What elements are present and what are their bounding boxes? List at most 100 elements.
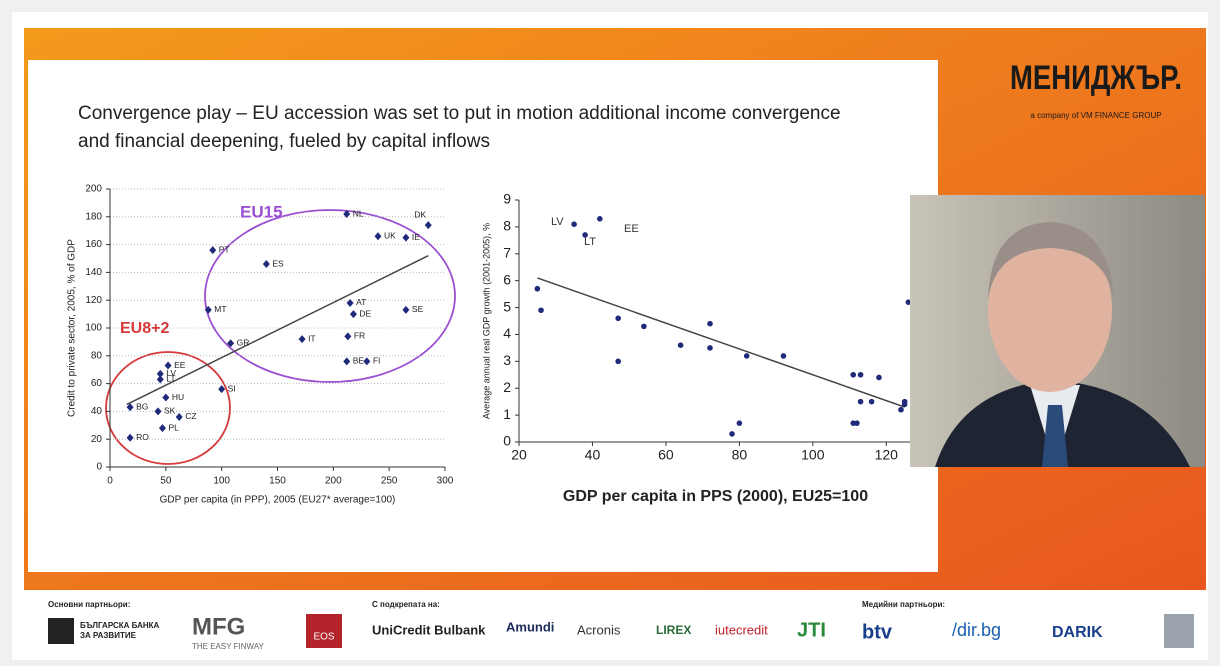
y-tick-label: 200 [85,184,102,195]
point-label: UK [384,231,396,241]
y-tick-label: 1 [503,406,511,422]
x-axis-label: GDP per capita (in PPP), 2005 (EU27* ave… [160,495,396,506]
point-label: CZ [185,411,196,421]
annotation: LT [584,236,596,248]
point [538,307,544,313]
point-label: NL [353,208,364,218]
slide-title: Convergence play – EU accession was set … [78,103,841,124]
footer-label: Основни партньори: [48,600,130,609]
partner-logo: ЗА РАЗВИТИЕ [80,631,137,640]
annotation: EE [624,223,639,235]
point [535,286,541,292]
partner-logo: JTI [797,619,826,641]
y-tick-label: 40 [91,406,103,417]
annotation: EU15 [240,202,283,221]
point-label: BE [353,356,365,366]
y-tick-label: 4 [503,325,511,341]
x-tick-label: 20 [511,447,527,463]
point-label: ES [272,258,284,268]
media-icon [1164,614,1194,648]
point-label: HU [172,392,184,402]
x-tick-label: 100 [801,447,825,463]
x-tick-label: 60 [658,447,674,463]
footer: Основни партньори: С подкрепата на: Меди… [12,592,1208,660]
x-tick-label: 250 [381,476,398,487]
slide-title: and financial deepening, fueled by capit… [78,131,490,152]
x-tick-label: 150 [269,476,286,487]
y-tick-label: 8 [503,218,511,234]
partner-logo: UniCredit Bulbank [372,622,486,637]
point [898,407,904,413]
y-tick-label: 140 [85,267,102,278]
point [858,372,864,378]
page: МЕНИДЖЪР. a company of VM FINANCE GROUP … [0,0,1220,666]
y-tick-label: 2 [503,379,511,395]
y-tick-label: 80 [91,350,103,361]
brand-logo: МЕНИДЖЪР. [1010,59,1182,97]
point-label: FR [354,331,365,341]
point [858,399,864,405]
screen: МЕНИДЖЪР. a company of VM FINANCE GROUP … [0,0,1220,666]
point [902,399,908,405]
y-tick-label: 180 [85,211,102,222]
point-label: LT [166,374,175,384]
y-tick-label: 6 [503,271,511,287]
point [571,221,577,227]
point-label: SI [228,383,236,393]
partner-logo: /dir.bg [952,620,1001,640]
y-tick-label: 0 [503,433,511,449]
point [678,342,684,348]
point [876,375,882,381]
y-tick-label: 20 [91,434,103,445]
x-axis-label: GDP per capita in PPS (2000), EU25=100 [563,488,868,505]
point-label: PL [168,422,179,432]
point-label: IE [412,232,420,242]
point [707,345,713,351]
y-axis-label: Credit to private sector, 2005, % of GDP [67,239,78,417]
brand-subtitle: a company of VM FINANCE GROUP [1030,111,1161,120]
y-tick-label: 5 [503,298,511,314]
point-label: AT [356,297,366,307]
point-label: DK [414,209,426,219]
partner-logo: Amundi [506,619,554,634]
point [615,359,621,365]
partner-logo: EOS [313,632,334,643]
partner-logo: Acronis [577,622,621,637]
partner-logo: DARIK [1052,624,1103,641]
x-tick-label: 50 [160,476,172,487]
partner-logo: MFG [192,613,245,640]
point-label: SK [164,406,176,416]
partner-logo: btv [862,621,893,643]
point [597,216,603,222]
point-label: IT [308,333,316,343]
y-tick-label: 100 [85,323,102,334]
x-tick-label: 40 [585,447,601,463]
partner-logo: БЪЛГАРСКА БАНКА [80,621,160,630]
webcam [910,195,1205,467]
y-tick-label: 120 [85,295,102,306]
point [615,316,621,322]
y-tick-label: 60 [91,378,103,389]
y-tick-label: 160 [85,239,102,250]
point-label: DE [359,308,371,318]
point-label: SE [412,304,424,314]
partner-logo: iutecredit [715,622,768,637]
point [850,372,856,378]
point [781,353,787,359]
y-tick-label: 0 [96,462,102,473]
point-label: PT [219,244,230,254]
y-tick-label: 7 [503,244,511,260]
y-axis-label: Average annual real GDP growth (2001-200… [481,223,491,419]
partner-logo: THE EASY FINWAY [192,642,265,651]
x-tick-label: 100 [213,476,230,487]
annotation: EU8+2 [120,320,169,337]
point [869,399,875,405]
point [744,353,750,359]
point [737,420,743,426]
partner-logo: LIREX [656,623,691,637]
point-label: FI [373,356,381,366]
point-label: RO [136,432,149,442]
point [707,321,713,327]
point [641,324,647,330]
footer-label: Медийни партньори: [862,600,945,609]
